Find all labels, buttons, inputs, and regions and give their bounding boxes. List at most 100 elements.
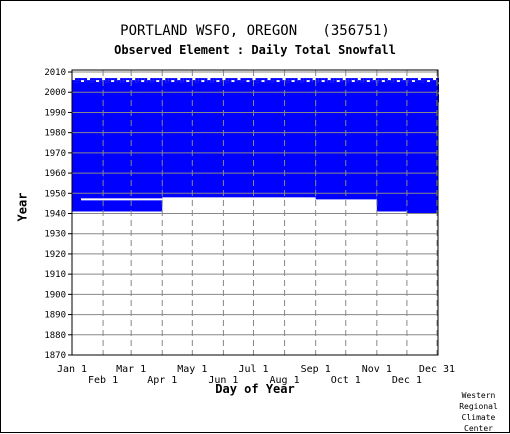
data-cell <box>399 88 403 91</box>
data-cell <box>270 94 274 97</box>
data-cell <box>411 88 415 91</box>
data-cell <box>381 94 385 97</box>
data-cell <box>276 82 280 85</box>
data-cell <box>213 78 217 81</box>
data-cell <box>351 96 355 99</box>
data-cell <box>261 88 265 91</box>
data-cell <box>180 80 184 83</box>
data-cell <box>423 94 427 97</box>
data-cell <box>213 90 217 93</box>
data-cell <box>333 92 337 95</box>
data-cell <box>429 92 433 95</box>
x-axis-label: Day of Year <box>215 382 295 396</box>
data-cell <box>348 80 352 83</box>
data-cell <box>408 78 412 81</box>
data-cell <box>174 78 178 81</box>
data-cell <box>117 82 121 85</box>
data-cell <box>198 100 202 103</box>
data-cell <box>291 98 295 101</box>
data-cell <box>183 98 187 101</box>
data-cell <box>147 92 151 95</box>
data-cell <box>180 98 184 101</box>
data-cell <box>120 90 124 93</box>
data-cell <box>387 80 391 83</box>
data-cell <box>369 88 373 91</box>
data-cell <box>267 82 271 85</box>
data-cell <box>318 80 322 83</box>
data-cell <box>213 92 217 95</box>
data-cell <box>405 100 409 103</box>
data-cell <box>282 80 286 83</box>
data-cell <box>243 100 247 103</box>
data-cell <box>255 90 259 93</box>
data-cell <box>354 92 358 95</box>
data-cell <box>132 92 136 95</box>
data-cell <box>381 92 385 95</box>
data-cell <box>303 92 307 95</box>
data-cell <box>384 86 388 89</box>
data-cell <box>120 100 124 103</box>
data-cell <box>171 94 175 97</box>
data-cell <box>267 100 271 103</box>
data-cell <box>384 92 388 95</box>
data-cell <box>294 88 298 91</box>
data-cell <box>327 80 331 83</box>
data-cell <box>345 96 349 99</box>
data-cell <box>378 92 382 95</box>
data-cell <box>138 84 142 87</box>
data-cell <box>105 84 109 87</box>
data-cell <box>306 96 310 99</box>
data-cell <box>222 92 226 95</box>
data-cell <box>192 80 196 83</box>
data-cell <box>264 96 268 99</box>
data-cell <box>351 94 355 97</box>
data-cell <box>114 90 118 93</box>
data-cell <box>216 96 220 99</box>
data-cell <box>417 82 421 85</box>
data-cell <box>177 82 181 85</box>
data-cell <box>234 82 238 85</box>
data-cell <box>429 86 433 89</box>
data-cell <box>297 96 301 99</box>
data-cell <box>225 88 229 91</box>
data-cell <box>189 92 193 95</box>
data-cell <box>198 84 202 87</box>
data-cell <box>120 80 124 83</box>
data-cell <box>180 100 184 103</box>
data-cell <box>279 100 283 103</box>
data-cell <box>366 92 370 95</box>
data-cell <box>297 86 301 89</box>
data-cell <box>129 80 133 83</box>
data-cell <box>240 88 244 91</box>
data-cell <box>426 92 430 95</box>
data-cell <box>114 80 118 83</box>
data-cell <box>393 94 397 97</box>
data-cell <box>195 98 199 101</box>
data-cell <box>402 90 406 93</box>
data-cell <box>315 100 319 103</box>
data-cell <box>81 96 85 99</box>
data-cell <box>102 82 106 85</box>
data-cell <box>336 92 340 95</box>
data-cell <box>231 86 235 89</box>
data-cell <box>144 98 148 101</box>
data-cell <box>108 88 112 91</box>
missing-row <box>81 198 163 201</box>
data-cell <box>75 84 79 87</box>
data-cell <box>294 92 298 95</box>
data-cell <box>213 84 217 87</box>
data-cell <box>261 86 265 89</box>
data-cell <box>423 84 427 87</box>
data-cell <box>360 78 364 81</box>
data-cell <box>339 82 343 85</box>
data-cell <box>396 94 400 97</box>
data-cell <box>135 80 139 83</box>
data-cell <box>345 84 349 87</box>
data-cell <box>183 92 187 95</box>
data-cell <box>78 90 82 93</box>
data-cell <box>75 94 79 97</box>
data-cell <box>243 82 247 85</box>
data-cell <box>375 78 379 81</box>
data-cell <box>282 94 286 97</box>
data-cell <box>396 86 400 89</box>
